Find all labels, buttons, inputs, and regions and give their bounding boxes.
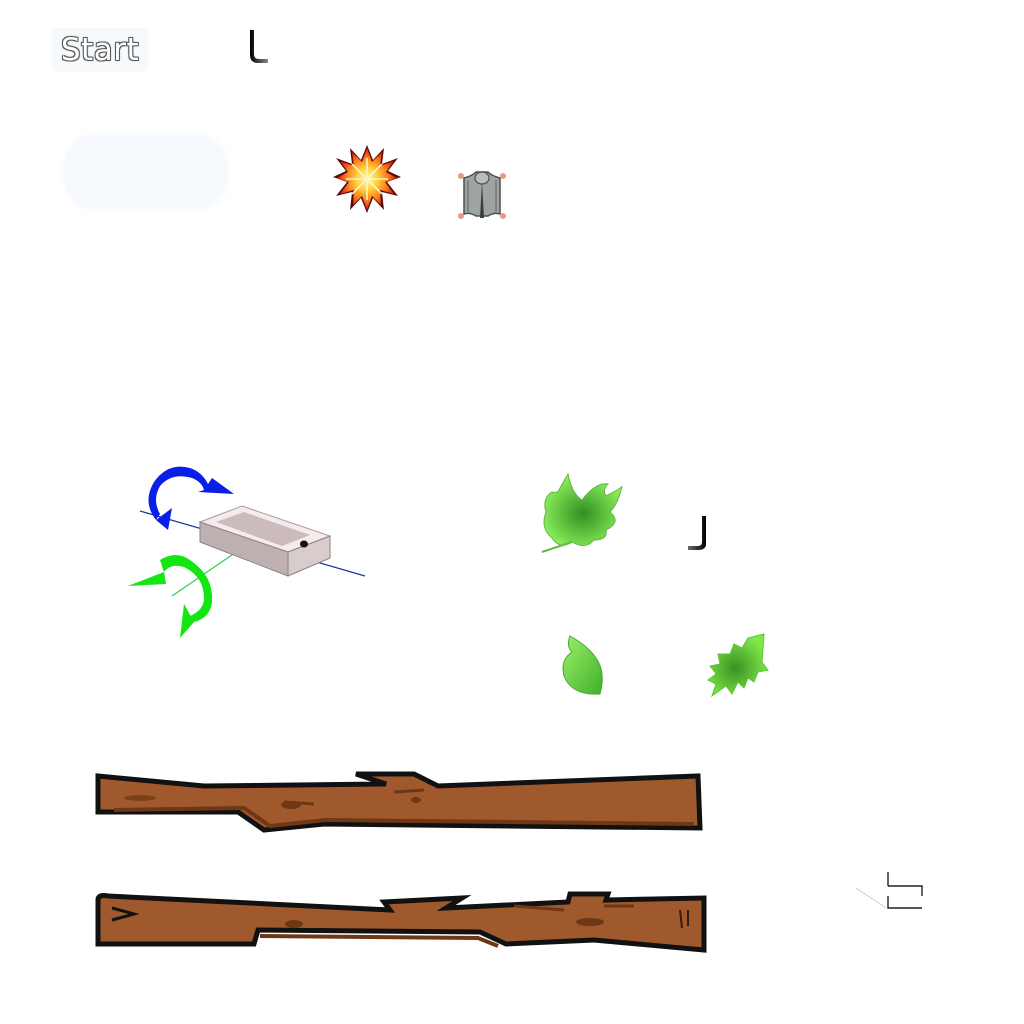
maple-leaf-icon[interactable] — [538, 468, 626, 554]
start-button[interactable]: Start — [52, 28, 148, 72]
hook-glyph-icon — [250, 30, 268, 63]
oval-leaf-icon[interactable] — [560, 632, 610, 698]
flying-squirrel-icon[interactable] — [454, 168, 510, 224]
hook-glyph-icon — [688, 516, 706, 550]
blank-panel — [66, 136, 226, 208]
phone-tilt-rotation-icon — [128, 466, 366, 638]
explosion-icon[interactable] — [332, 144, 402, 214]
corner-bracket-icon — [855, 872, 923, 909]
tree-branch-icon[interactable] — [94, 770, 706, 834]
spiky-leaf-icon[interactable] — [704, 630, 770, 702]
tree-branch-icon[interactable] — [94, 890, 708, 954]
